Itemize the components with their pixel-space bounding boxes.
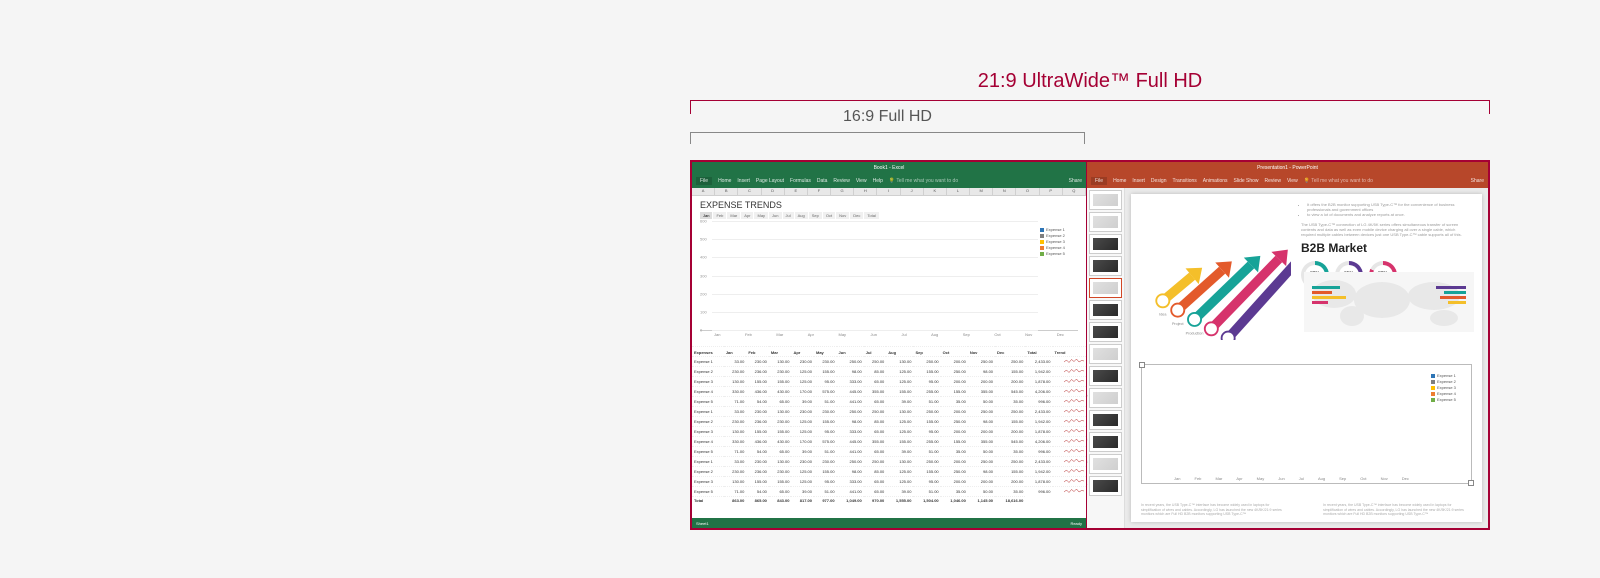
standard-label: 16:9 Full HD	[690, 108, 1085, 126]
slide-thumb-7[interactable]: 7	[1089, 322, 1122, 342]
world-map-graphic	[1304, 272, 1474, 332]
slide-thumb-6[interactable]: 6	[1089, 300, 1122, 320]
excel-titlebar: Book1 - Excel	[692, 162, 1086, 174]
svg-text:Idea: Idea	[1159, 313, 1167, 317]
ppt-ribbon: File Home Insert Design Transitions Animatio…	[1087, 174, 1488, 188]
excel-chart-area: EXPENSE TRENDS JanFebMarAprMayJunJulAugS…	[692, 196, 1086, 346]
excel-status-ready: Ready	[1070, 521, 1082, 526]
excel-chart-x-axis: JanFebMarAprMayJunJulAugSepOctNovDec	[700, 331, 1078, 337]
slide-thumb-9[interactable]: 9	[1089, 366, 1122, 386]
slide-thumb-8[interactable]: 8	[1089, 344, 1122, 364]
monitor-frame: Book1 - Excel File Home Insert Page Layout…	[690, 160, 1490, 530]
ppt-share-button[interactable]: Share	[1471, 178, 1484, 184]
slide-chart-legend: Expense 1Expense 2Expense 3Expense 4Expe…	[1431, 373, 1467, 403]
slide-footer-notes: In recent years, the USB Type-C™ interfa…	[1141, 503, 1472, 516]
slide-paragraph: The USB Type-C™ connection of LG 4K/5K s…	[1301, 222, 1471, 238]
excel-window: Book1 - Excel File Home Insert Page Layout…	[692, 162, 1087, 528]
excel-month-tabs[interactable]: JanFebMarAprMayJunJulAugSepOctNovDecTota…	[700, 212, 1078, 219]
slide-thumb-2[interactable]: 2	[1089, 212, 1122, 232]
growth-arrows-graphic: IdeaProjectProductionLaunch	[1141, 200, 1291, 340]
ribbon-tab-design[interactable]: Design	[1151, 178, 1167, 184]
slide-thumb-13[interactable]: 13	[1089, 454, 1122, 474]
ribbon-tab-home[interactable]: Home	[1113, 178, 1126, 184]
ribbon-tab-home[interactable]: Home	[718, 178, 731, 184]
excel-chart-legend: Expense 1Expense 2Expense 3Expense 4Expe…	[1040, 227, 1076, 257]
svg-text:Project: Project	[1172, 322, 1184, 326]
excel-chart-title: EXPENSE TRENDS	[700, 200, 1078, 210]
slide-thumb-14[interactable]: 14	[1089, 476, 1122, 496]
slide-thumb-4[interactable]: 4	[1089, 256, 1122, 276]
ribbon-tab-insert[interactable]: Insert	[737, 178, 750, 184]
slide-chart-x-axis: JanFebMarAprMayJunJulAugSepOctNovDec	[1160, 475, 1423, 481]
ribbon-tab-transitions[interactable]: Transitions	[1173, 178, 1197, 184]
slide-editor[interactable]: IdeaProjectProductionLaunch It offers th…	[1125, 188, 1488, 528]
slide-thumb-10[interactable]: 10	[1089, 388, 1122, 408]
excel-share-button[interactable]: Share	[1069, 178, 1082, 184]
expense-bar-chart: 0100200300400500600 Expense 1Expense 2Ex…	[700, 221, 1078, 331]
excel-file-tab[interactable]: File	[696, 177, 712, 185]
ppt-file-tab[interactable]: File	[1091, 177, 1107, 185]
excel-ribbon: File Home Insert Page Layout Formulas Data Re…	[692, 174, 1086, 188]
ribbon-tab-animations[interactable]: Animations	[1203, 178, 1228, 184]
b2b-market-title: B2B Market	[1301, 241, 1471, 257]
ribbon-tab-formulas[interactable]: Formulas	[790, 178, 811, 184]
excel-sheet-tab[interactable]: Sheet1	[696, 521, 709, 526]
slide-thumbnail-rail[interactable]: 1234567891011121314	[1087, 188, 1125, 528]
standard-bracket	[690, 132, 1085, 144]
slide-thumb-5[interactable]: 5	[1089, 278, 1122, 298]
ribbon-tab-help[interactable]: Help	[873, 178, 883, 184]
ribbon-tab-review[interactable]: Review	[833, 178, 849, 184]
powerpoint-window: Presentation1 - PowerPoint File Home Inse…	[1087, 162, 1488, 528]
slide-bar-chart[interactable]: Expense 1Expense 2Expense 3Expense 4Expe…	[1141, 364, 1472, 484]
ribbon-tab-view[interactable]: View	[1287, 178, 1298, 184]
aspect-ratio-labels: 21:9 UltraWide™ Full HD 16:9 Full HD	[690, 70, 1490, 160]
tell-me-search[interactable]: 💡 Tell me what you want to do	[889, 178, 958, 184]
excel-column-headers: ABCDEFGHIJKLMNOPQ	[692, 188, 1086, 196]
expense-data-table: ExpensesJanFebMarAprMayJunJulAugSepOctNo…	[692, 346, 1086, 504]
slide-thumb-1[interactable]: 1	[1089, 190, 1122, 210]
slide-thumb-12[interactable]: 12	[1089, 432, 1122, 452]
slide-thumb-3[interactable]: 3	[1089, 234, 1122, 254]
ribbon-tab-view[interactable]: View	[856, 178, 867, 184]
ribbon-tab-data[interactable]: Data	[817, 178, 828, 184]
ribbon-tab-slide-show[interactable]: Slide Show	[1234, 178, 1259, 184]
ppt-titlebar: Presentation1 - PowerPoint	[1087, 162, 1488, 174]
tell-me-search[interactable]: 💡 Tell me what you want to do	[1304, 178, 1373, 184]
slide-thumb-11[interactable]: 11	[1089, 410, 1122, 430]
ribbon-tab-insert[interactable]: Insert	[1132, 178, 1145, 184]
ribbon-tab-page-layout[interactable]: Page Layout	[756, 178, 784, 184]
ribbon-tab-review[interactable]: Review	[1265, 178, 1281, 184]
current-slide: IdeaProjectProductionLaunch It offers th…	[1131, 194, 1482, 522]
excel-status-bar: Sheet1 Ready	[692, 518, 1086, 528]
ultrawide-label: 21:9 UltraWide™ Full HD	[690, 70, 1490, 93]
svg-text:Production: Production	[1186, 331, 1204, 335]
